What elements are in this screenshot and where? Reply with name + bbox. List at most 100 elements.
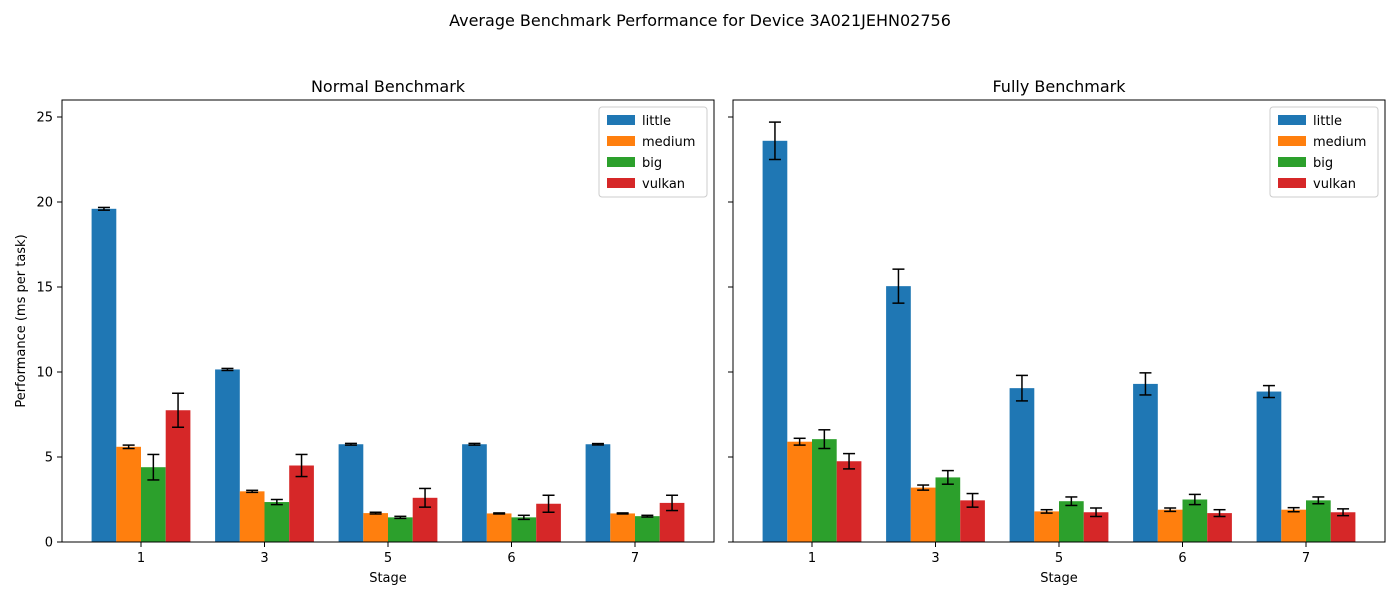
- error-bar-medium-stage-1: [122, 444, 135, 450]
- error-bar-big-stage-7: [1312, 496, 1325, 505]
- legend-swatch-little: [607, 115, 635, 125]
- error-bar-little-stage-6: [468, 442, 481, 446]
- error-bar-little-stage-3: [892, 268, 905, 304]
- error-bar-little-stage-7: [1262, 384, 1275, 399]
- y-tick-label-20: 20: [36, 196, 53, 211]
- x-tick-label-1: 1: [808, 551, 816, 566]
- bar-vulkan-stage-1: [836, 461, 862, 542]
- bar-vulkan-stage-1: [165, 410, 191, 542]
- error-bar-little-stage-1: [768, 121, 781, 161]
- error-bar-medium-stage-6: [493, 512, 506, 515]
- legend-label-vulkan: vulkan: [642, 177, 685, 192]
- bar-medium-stage-1: [116, 446, 141, 542]
- bar-big-stage-3: [264, 502, 290, 542]
- error-bar-big-stage-3: [941, 469, 954, 485]
- error-bar-medium-stage-1: [793, 437, 806, 446]
- error-bar-big-stage-7: [641, 514, 654, 518]
- x-tick-label-7: 7: [1302, 551, 1310, 566]
- error-bar-medium-stage-6: [1164, 507, 1177, 513]
- bar-little-stage-3: [215, 369, 240, 542]
- bar-medium-stage-6: [1157, 509, 1183, 542]
- error-bar-vulkan-stage-7: [666, 494, 679, 512]
- legend-swatch-medium: [607, 136, 635, 146]
- legend: little medium big vulkan: [1269, 106, 1379, 198]
- legend-label-little: little: [642, 114, 671, 129]
- bar-medium-stage-3: [910, 487, 936, 542]
- bar-little-stage-7: [585, 444, 611, 542]
- bar-vulkan-stage-6: [1207, 513, 1232, 542]
- x-tick-label-7: 7: [631, 551, 639, 566]
- error-bar-little-stage-3: [221, 367, 234, 372]
- x-tick-label-6: 6: [507, 551, 515, 566]
- panel-title: Normal Benchmark: [311, 77, 466, 96]
- error-bar-vulkan-stage-7: [1337, 508, 1350, 517]
- y-tick-label-0: 0: [45, 536, 53, 551]
- bar-vulkan-stage-7: [1330, 512, 1356, 542]
- bar-medium-stage-5: [1034, 511, 1059, 542]
- bar-little-stage-5: [1009, 388, 1035, 542]
- bar-medium-stage-7: [610, 513, 635, 542]
- error-bar-big-stage-5: [1065, 496, 1078, 507]
- bar-big-stage-5: [1059, 501, 1084, 542]
- error-bar-little-stage-6: [1139, 372, 1152, 396]
- chart-panel-2: 1 3 5 6 7 Fully Benchmark Stage little medium big…: [728, 77, 1386, 586]
- legend-label-medium: medium: [642, 135, 695, 150]
- panel-title: Fully Benchmark: [992, 77, 1126, 96]
- bar-little-stage-1: [91, 208, 117, 543]
- error-bar-medium-stage-7: [1287, 506, 1300, 513]
- y-tick-label-25: 25: [36, 111, 53, 126]
- legend-swatch-big: [607, 157, 635, 167]
- legend-box: [598, 106, 708, 198]
- x-tick-label-5: 5: [1055, 551, 1063, 566]
- error-bar-vulkan-stage-3: [966, 492, 979, 508]
- legend-swatch-vulkan: [607, 178, 635, 188]
- legend-swatch-medium: [1278, 136, 1306, 146]
- legend-label-little: little: [1313, 114, 1342, 129]
- error-bar-medium-stage-5: [369, 511, 382, 515]
- y-tick-label-5: 5: [45, 451, 53, 466]
- error-bar-big-stage-3: [270, 498, 283, 506]
- x-tick-label-3: 3: [260, 551, 268, 566]
- bar-little-stage-6: [1133, 383, 1158, 542]
- bar-vulkan-stage-3: [289, 465, 314, 542]
- x-tick-label-3: 3: [931, 551, 939, 566]
- error-bar-medium-stage-3: [246, 489, 259, 494]
- error-bar-vulkan-stage-5: [419, 487, 432, 508]
- error-bar-little-stage-5: [344, 442, 357, 446]
- x-tick-label-6: 6: [1178, 551, 1186, 566]
- error-bar-vulkan-stage-5: [1090, 507, 1103, 518]
- bar-big-stage-7: [1306, 500, 1331, 542]
- error-bar-big-stage-5: [394, 515, 407, 520]
- error-bar-vulkan-stage-3: [295, 453, 308, 478]
- bar-little-stage-6: [462, 444, 487, 542]
- error-bar-big-stage-1: [147, 453, 160, 481]
- error-bar-medium-stage-5: [1040, 508, 1053, 514]
- error-bar-big-stage-6: [1188, 493, 1201, 506]
- legend-box: [1269, 106, 1379, 198]
- bar-little-stage-5: [338, 444, 364, 542]
- bar-medium-stage-7: [1281, 509, 1306, 542]
- chart-panel-1: 1 3 5 6 7 0 5 10 15 20 25 Normal Benchmark Stage Perf…: [14, 77, 715, 586]
- error-bar-big-stage-1: [818, 429, 831, 450]
- y-axis-label: Performance (ms per task): [14, 234, 29, 407]
- error-bar-big-stage-6: [517, 514, 530, 521]
- bar-medium-stage-1: [787, 441, 812, 542]
- bar-big-stage-3: [935, 477, 961, 542]
- error-bar-vulkan-stage-6: [1213, 508, 1226, 518]
- bar-medium-stage-6: [486, 513, 512, 542]
- error-bar-medium-stage-7: [616, 512, 629, 515]
- y-tick-label-10: 10: [36, 366, 53, 381]
- legend-swatch-big: [1278, 157, 1306, 167]
- legend: little medium big vulkan: [598, 106, 708, 198]
- error-bar-vulkan-stage-1: [172, 392, 185, 428]
- bar-big-stage-6: [1182, 499, 1208, 542]
- bar-big-stage-6: [511, 517, 537, 542]
- legend-swatch-vulkan: [1278, 178, 1306, 188]
- error-bar-little-stage-1: [97, 206, 110, 211]
- error-bar-vulkan-stage-1: [843, 452, 856, 470]
- legend-label-vulkan: vulkan: [1313, 177, 1356, 192]
- error-bar-little-stage-5: [1015, 374, 1028, 402]
- legend-label-big: big: [1313, 156, 1333, 171]
